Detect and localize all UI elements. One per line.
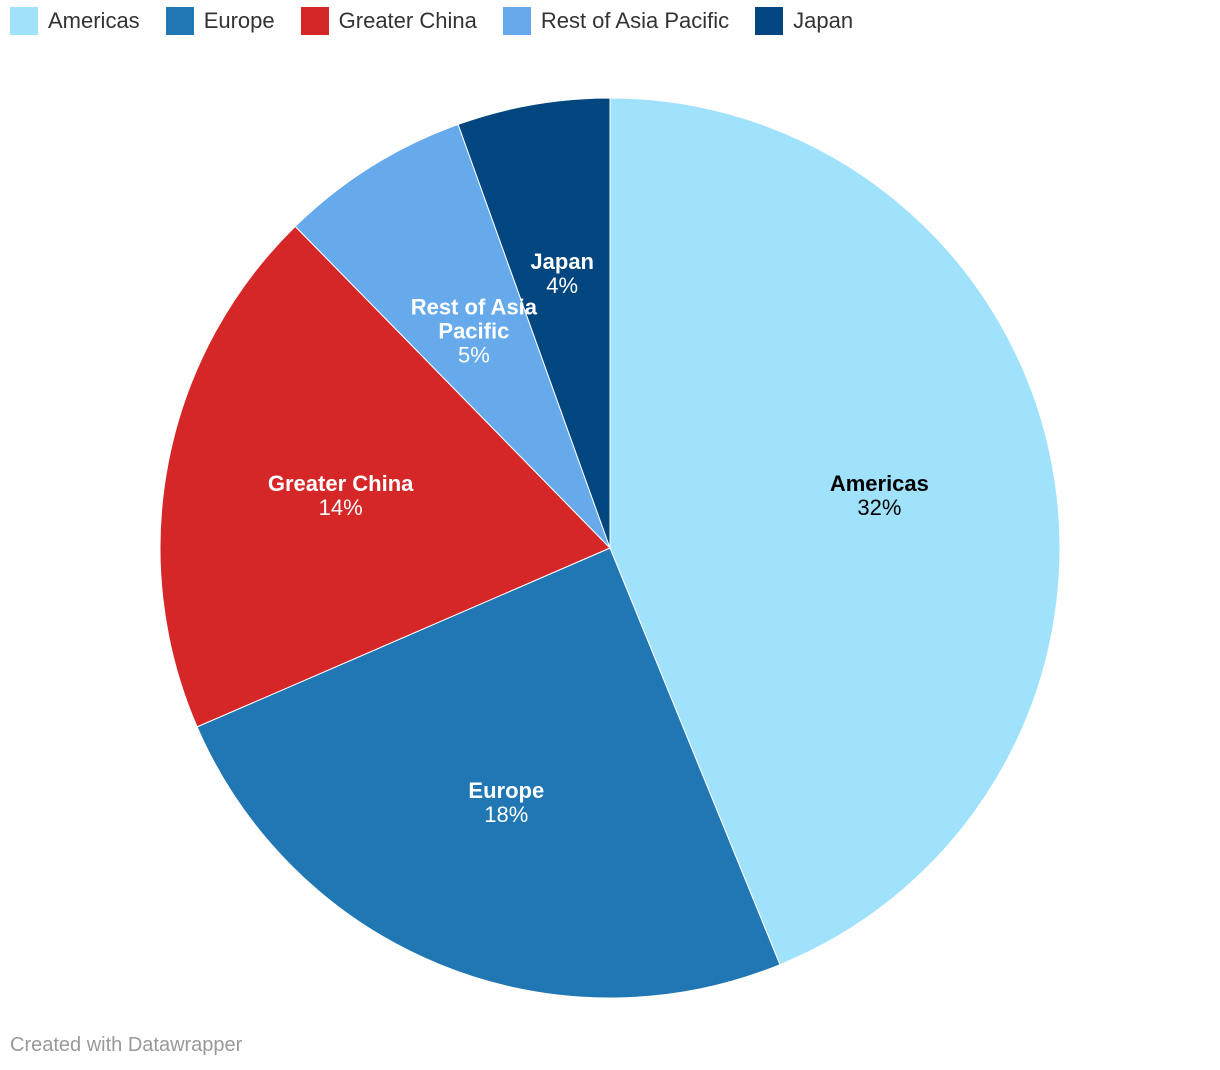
slice-label-name: Rest of Asia Pacific (411, 295, 538, 344)
legend-swatch-rest-of-asia-pacific (502, 7, 531, 35)
legend-item-greater-china: Greater China (300, 7, 477, 35)
pie-slice-europe (196, 547, 781, 999)
legend-label-greater-china: Greater China (338, 8, 477, 33)
slice-label-name: Japan (530, 249, 594, 274)
legend-label-europe: Europe (203, 8, 275, 33)
legend-item-americas: Americas (10, 7, 140, 35)
pie-slice-rest-of-asia-pacific (294, 123, 611, 549)
slice-label-name: Americas (830, 471, 929, 496)
legend-label-rest-of-asia-pacific: Rest of Asia Pacific (540, 8, 730, 33)
slice-label-value: 5% (458, 343, 490, 368)
legend-label-japan: Japan (793, 8, 854, 33)
pie-slice-americas (609, 97, 1061, 966)
legend-label-americas: Americas (48, 8, 140, 33)
slice-label-name: Europe (468, 778, 544, 803)
legend-swatch-europe (165, 7, 194, 35)
pie-slice-japan (457, 97, 611, 549)
legend-item-rest-of-asia-pacific: Rest of Asia Pacific (502, 7, 730, 35)
pie-slice-greater-china (159, 225, 611, 728)
legend-item-japan: Japan (755, 7, 853, 35)
slice-label-value: 32% (857, 495, 901, 520)
legend-swatch-japan (755, 7, 784, 35)
slice-label-name: Greater China (268, 471, 414, 496)
legend-item-europe: Europe (165, 7, 275, 35)
legend-swatch-americas (10, 7, 38, 35)
datawrapper-credit: Created with Datawrapper (10, 1034, 243, 1056)
slice-label-value: 14% (319, 495, 363, 520)
slice-label-value: 18% (484, 802, 528, 827)
chart-legend: Americas Europe Greater China Rest of As… (10, 6, 879, 36)
slice-label-value: 4% (546, 273, 578, 298)
legend-swatch-greater-china (300, 7, 329, 35)
pie-slices (159, 97, 1061, 999)
